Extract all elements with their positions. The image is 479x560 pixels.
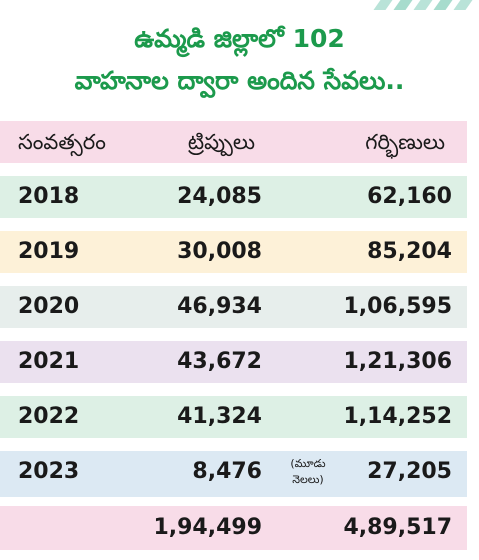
year-cell: 2022: [18, 404, 80, 429]
table-row-2018: 2018 24,085 62,160: [0, 176, 467, 218]
trips-cell: 43,672: [177, 349, 262, 374]
table-row-2020: 2020 46,934 1,06,595: [0, 286, 467, 328]
year-cell: 2018: [18, 184, 80, 209]
pregnant-cell: 1,06,595: [343, 294, 452, 319]
pregnant-cell: 62,160: [367, 184, 452, 209]
total-pregnant-cell: 4,89,517: [343, 515, 452, 540]
trips-cell: 46,934: [177, 294, 262, 319]
pregnant-cell: 85,204: [367, 239, 452, 264]
year-cell: 2021: [18, 349, 80, 374]
trips-cell: 41,324: [177, 404, 262, 429]
headline-line-1: ఉమ్మడి జిల్లాలో 102: [134, 24, 345, 53]
headline-line-2: వాహనాల ద్వారా అందిన సేవలు..: [74, 66, 405, 95]
pregnant-cell: 1,21,306: [343, 349, 452, 374]
total-trips-cell: 1,94,499: [153, 515, 262, 540]
table-total-row: 1,94,499 4,89,517: [0, 506, 467, 550]
note-line-2: నెలలు): [292, 473, 324, 486]
three-months-note: (మూడు నెలలు): [282, 456, 334, 488]
note-line-1: (మూడు: [290, 457, 326, 470]
trips-cell: 8,476: [192, 459, 262, 484]
corner-decoration: [359, 0, 479, 10]
table-row-2023: 2023 8,476 (మూడు నెలలు) 27,205: [0, 451, 467, 497]
table-row-2019: 2019 30,008 85,204: [0, 231, 467, 273]
header-pregnant: గర్భిణులు: [365, 130, 445, 154]
header-trips: ట్రిప్పులు: [187, 130, 255, 154]
trips-cell: 24,085: [177, 184, 262, 209]
table-row-2021: 2021 43,672 1,21,306: [0, 341, 467, 383]
year-cell: 2019: [18, 239, 80, 264]
header-year: సంవత్సరం: [18, 130, 106, 154]
table-row-2022: 2022 41,324 1,14,252: [0, 396, 467, 438]
pregnant-cell: 1,14,252: [343, 404, 452, 429]
trips-cell: 30,008: [177, 239, 262, 264]
year-cell: 2023: [18, 459, 80, 484]
year-cell: 2020: [18, 294, 80, 319]
pregnant-cell: 27,205: [367, 459, 452, 484]
table-header-row: సంవత్సరం ట్రిప్పులు గర్భిణులు: [0, 121, 467, 163]
